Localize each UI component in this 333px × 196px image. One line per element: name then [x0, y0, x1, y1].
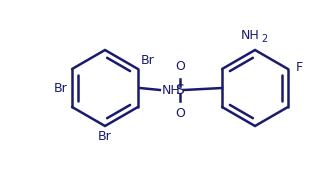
Text: Br: Br	[53, 82, 67, 94]
Text: Br: Br	[98, 130, 112, 143]
Text: NH: NH	[241, 29, 259, 42]
Text: F: F	[296, 61, 303, 74]
Text: O: O	[175, 60, 185, 73]
Text: Br: Br	[141, 54, 155, 67]
Text: NH: NH	[162, 83, 181, 96]
Text: 2: 2	[261, 34, 267, 44]
Text: S: S	[175, 83, 184, 97]
Text: O: O	[175, 107, 185, 120]
